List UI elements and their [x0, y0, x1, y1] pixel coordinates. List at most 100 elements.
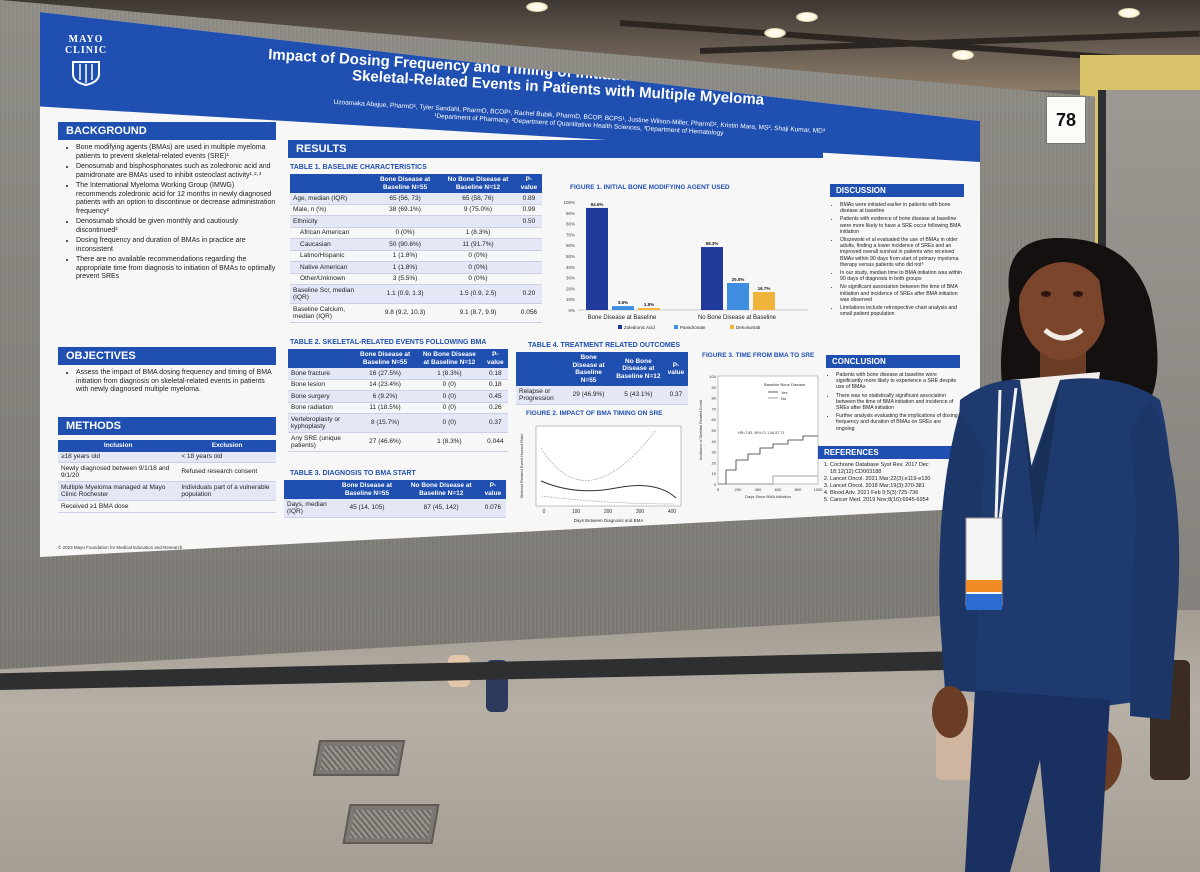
table3-cell: 45 (14, 105)	[331, 499, 403, 518]
background-bullet: The International Myeloma Working Group …	[76, 182, 276, 216]
figure1-y-tick: 60%	[566, 243, 575, 248]
figure1-bar	[753, 291, 775, 310]
table1-cell: 1 (1.8%)	[370, 250, 441, 262]
table1-cell: Male, n (%)	[290, 204, 371, 216]
figure3-y-tick: 20	[712, 460, 717, 465]
figure1-caption: FIGURE 1. INITIAL BONE MODIFYING AGENT U…	[570, 184, 730, 191]
table2-cell: 16 (27.5%)	[354, 368, 417, 380]
figure3-x-tick: 1000	[814, 487, 824, 492]
table3-header: P-value	[479, 480, 506, 499]
methods-cell: Individuals part of a vulnerable populat…	[178, 481, 276, 501]
table4-caption: TABLE 4. TREATMENT RELATED OUTCOMES	[528, 342, 681, 349]
figure2-ci-upper	[540, 429, 657, 481]
figure3-y-tick: 90	[712, 385, 717, 390]
research-poster: MAYO CLINIC Impact of Dosing Frequency a…	[40, 12, 980, 557]
table1-header: P-value	[515, 174, 542, 193]
table2-caption: TABLE 2. SKELETAL-RELATED EVENTS FOLLOWI…	[290, 339, 487, 346]
table4-header: No Bone Disease at Baseline N=12	[612, 352, 664, 386]
table4-cell: 0.37	[663, 386, 688, 405]
figure2-x-tick: 200	[604, 509, 613, 515]
figure3-no-line	[718, 475, 818, 485]
figure1-bar-chart: 100% 90% 80% 70% 60% 50% 40% 30% 20% 10% 0% 94.5% 3.…	[563, 200, 808, 330]
reference-item: Cochrane Database Syst Rev. 2017 Dec 18;…	[830, 462, 960, 476]
table1-cell: 38 (69.1%)	[370, 204, 441, 216]
methods-cell: Refused research consent	[178, 462, 276, 482]
table2-cell: 0.18	[482, 379, 508, 391]
figure1-y-tick: 50%	[566, 254, 575, 259]
background-bullet: Denosumab and bisphosphonates such as zo…	[76, 163, 276, 180]
background-bullet: Bone modifying agents (BMAs) are used in…	[76, 144, 276, 161]
objectives-list: Assess the impact of BMA dosing frequenc…	[64, 369, 276, 395]
ceiling-light	[526, 2, 548, 12]
table1-cell	[515, 227, 542, 239]
figure1-y-tick: 40%	[566, 265, 575, 270]
table1-cell: 1.1 (0.9, 1.3)	[370, 284, 441, 304]
figure2-x-tick: 0	[543, 509, 546, 515]
table1-cell: 9 (75.0%)	[440, 204, 516, 216]
floor-vent	[342, 804, 440, 844]
table2-cell: Bone lesion	[288, 379, 355, 391]
table1-cell: 9.8 (9.2, 10.3)	[370, 303, 441, 323]
figure2-caption: FIGURE 2. IMPACT OF BMA TIMING ON SRE	[526, 410, 663, 417]
table1-cell: 0.056	[515, 303, 542, 323]
figure1-bar-label: 25.0%	[732, 277, 745, 282]
references-list: Cochrane Database Syst Rev. 2017 Dec 18;…	[820, 462, 960, 504]
table2-cell: 0 (0)	[416, 413, 483, 433]
adjacent-poster-board	[1098, 90, 1200, 610]
table3-cell: 0.076	[479, 499, 506, 518]
figure3-y-tick: 50	[712, 428, 717, 433]
table1-cell: Age, median (IQR)	[290, 193, 371, 205]
poster-footer: © 2023 Mayo Foundation for Medical Educa…	[58, 545, 183, 550]
treatment-outcomes-table: Bone Disease at Baseline N=55 No Bone Di…	[516, 352, 688, 405]
table2-cell: 0 (0)	[416, 390, 483, 403]
table1-cell: 11 (91.7%)	[440, 238, 516, 251]
table3-header: No Bone Disease at Baseline N=12	[402, 480, 480, 499]
figure1-bar	[586, 207, 608, 310]
discussion-text: BMAs were initiated earlier in patients …	[832, 202, 964, 319]
discussion-bullet: In our study, median time to BMA initiat…	[840, 270, 964, 282]
figure1-bar	[638, 308, 660, 310]
table1-cell: 0.50	[515, 215, 542, 228]
figure1-y-tick: 0%	[568, 308, 575, 313]
table2-cell: 6 (9.2%)	[354, 390, 417, 403]
objectives-text: Assess the impact of BMA dosing frequenc…	[64, 369, 276, 397]
table2-cell: Bone fracture	[288, 368, 355, 380]
table2-header: No Bone Disease at Baseline N=12	[416, 349, 483, 368]
table3-header	[284, 480, 332, 499]
table1-cell: Caucasian	[290, 238, 371, 251]
figure1-bar	[612, 306, 634, 310]
table2-cell: 27 (46.6%)	[354, 432, 417, 452]
reference-item: Lancet Oncol. 2021 Mar;22(3):e119-e130	[830, 476, 960, 483]
figure1-y-tick: 70%	[566, 232, 575, 237]
ceiling-light	[952, 50, 974, 60]
table1-cell	[515, 273, 542, 285]
table2-cell: Vertebroplasty or kyphoplasty	[288, 413, 355, 433]
table2-header: Bone Disease at Baseline N=55	[354, 349, 417, 368]
table1-cell: 50 (90.6%)	[370, 238, 441, 251]
table1-header: No Bone Disease at Baseline N=12	[440, 174, 516, 193]
figure1-x-label: Bone Disease at Baseline	[588, 315, 657, 321]
methods-header-inclusion: Inclusion	[58, 440, 179, 452]
table4-cell: 29 (46.9%)	[564, 386, 613, 405]
table3-cell: 87 (45, 142)	[402, 499, 480, 518]
table1-cell	[440, 215, 516, 228]
table1-caption: TABLE 1. BASELINE CHARACTERISTICS	[290, 164, 427, 171]
table1-cell	[515, 238, 542, 251]
table2-cell: 11 (18.5%)	[354, 402, 417, 414]
figure1-legend-label: Zoledronic Acid	[624, 325, 655, 330]
background-heading: BACKGROUND	[58, 122, 276, 140]
ceiling-light	[1118, 8, 1140, 18]
background-bullet: There are no available recommendations r…	[76, 256, 276, 282]
conclusion-bullet: Patients with bone disease at baseline w…	[836, 372, 960, 391]
discussion-bullet: No significant association between the t…	[840, 284, 964, 303]
figure1-x-label: No Bone Disease at Baseline	[698, 315, 777, 321]
table1-cell: 9.1 (8.7, 9.9)	[440, 303, 516, 323]
table1-cell: 0 (0%)	[440, 250, 516, 262]
background-text: Bone modifying agents (BMAs) are used in…	[64, 144, 276, 284]
booth-number-sign: 78	[1046, 96, 1086, 144]
reference-item: Lancet Oncol. 2018 Mar;19(3):370-381	[830, 483, 960, 490]
figure2-curve	[540, 480, 677, 499]
table1-cell: 1.5 (0.9, 2.5)	[440, 284, 516, 304]
table1-cell: 65 (56, 73)	[370, 193, 441, 205]
figure1-bar	[727, 283, 749, 310]
